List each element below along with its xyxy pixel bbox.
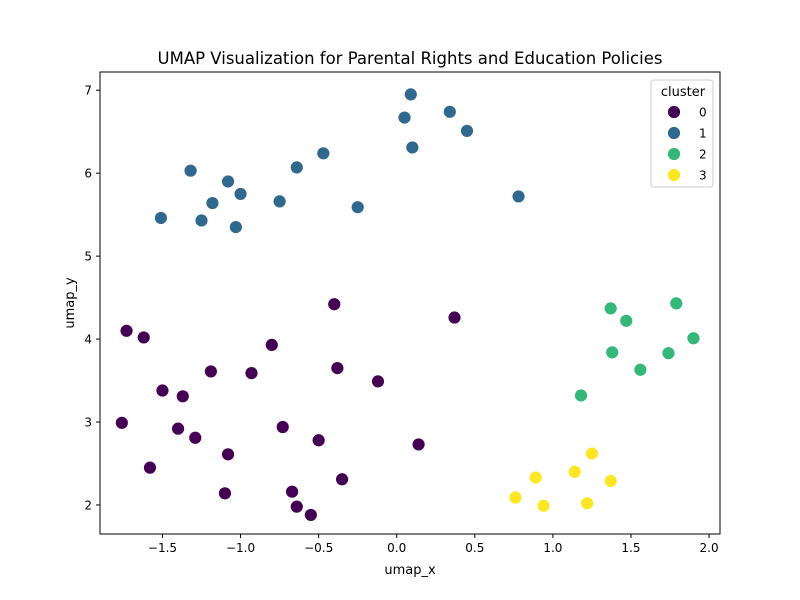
data-point-cluster-2 — [603, 301, 618, 316]
data-point-cluster-3 — [585, 446, 599, 461]
plot-area-frame — [99, 71, 721, 535]
x-tick-label: 0.0 — [387, 541, 406, 555]
data-point-cluster-1 — [403, 87, 418, 102]
legend-label-cluster-1: 1 — [699, 127, 707, 141]
data-point-cluster-0 — [171, 421, 185, 436]
data-point-cluster-0 — [155, 383, 170, 398]
y-tick-label: 7 — [84, 84, 92, 98]
data-point-cluster-2 — [661, 346, 676, 361]
data-point-cluster-2 — [633, 362, 648, 377]
data-point-cluster-0 — [114, 415, 129, 430]
data-point-cluster-0 — [447, 310, 462, 325]
data-point-cluster-1 — [272, 194, 287, 209]
data-point-cluster-1 — [183, 163, 198, 178]
x-tick-label: −1.0 — [226, 541, 255, 555]
data-point-cluster-0 — [244, 366, 259, 380]
legend-title: cluster — [661, 85, 706, 100]
legend-marker-cluster-1 — [667, 126, 681, 140]
data-point-cluster-1 — [460, 123, 474, 138]
x-tick-label: −0.5 — [304, 541, 333, 555]
data-point-cluster-1 — [154, 211, 168, 225]
y-tick-label: 6 — [84, 167, 92, 181]
data-point-cluster-1 — [511, 189, 526, 204]
data-point-cluster-0 — [311, 433, 326, 448]
x-tick-label: 1.0 — [543, 541, 562, 555]
x-axis-ticks: −1.5 −1.0 −0.5 0.0 0.5 1.0 1.5 2.0 — [148, 534, 719, 555]
data-point-cluster-2 — [686, 331, 701, 346]
legend-entries: 0 1 2 3 — [667, 105, 707, 183]
data-point-cluster-0 — [330, 361, 345, 376]
data-point-cluster-0 — [119, 323, 134, 338]
data-point-cluster-0 — [327, 297, 342, 312]
y-tick-label: 3 — [84, 416, 92, 430]
y-tick-label: 5 — [84, 250, 92, 264]
data-point-cluster-3 — [567, 464, 582, 479]
data-point-cluster-1 — [233, 187, 248, 201]
legend-box — [650, 79, 714, 188]
data-point-cluster-1 — [205, 196, 220, 210]
legend-label-cluster-3: 3 — [699, 169, 707, 183]
data-point-cluster-1 — [228, 220, 243, 235]
data-point-cluster-2 — [669, 296, 684, 311]
legend-label-cluster-0: 0 — [699, 106, 707, 120]
data-point-cluster-1 — [194, 213, 209, 228]
data-point-cluster-0 — [218, 486, 232, 501]
y-tick-label: 4 — [84, 333, 92, 347]
data-point-cluster-3 — [528, 470, 543, 485]
data-point-cluster-1 — [442, 104, 457, 119]
data-point-cluster-1 — [350, 200, 365, 215]
data-point-cluster-3 — [536, 498, 551, 513]
data-point-cluster-0 — [264, 337, 279, 352]
data-point-cluster-0 — [335, 472, 349, 487]
legend-marker-cluster-0 — [667, 105, 681, 119]
data-point-cluster-3 — [508, 490, 523, 505]
data-point-cluster-2 — [605, 345, 620, 360]
data-point-cluster-0 — [143, 460, 157, 475]
data-point-cluster-1 — [405, 140, 420, 155]
x-tick-label: 1.5 — [621, 541, 640, 555]
x-tick-label: −1.5 — [148, 541, 177, 555]
x-tick-label: 0.5 — [465, 541, 484, 555]
data-point-cluster-1 — [289, 160, 304, 175]
legend-label-cluster-2: 2 — [699, 148, 707, 162]
data-point-cluster-3 — [580, 496, 595, 511]
data-point-cluster-2 — [619, 313, 634, 328]
data-point-cluster-0 — [188, 430, 203, 445]
data-point-cluster-2 — [574, 388, 588, 403]
data-point-cluster-0 — [371, 374, 385, 389]
data-point-cluster-0 — [221, 447, 235, 462]
data-point-cluster-0 — [203, 364, 218, 379]
data-point-cluster-3 — [603, 474, 618, 488]
data-point-cluster-1 — [221, 174, 235, 189]
data-point-cluster-1 — [316, 146, 331, 161]
y-axis-label: umap_y — [63, 277, 78, 329]
data-point-cluster-0 — [285, 484, 299, 499]
data-point-cluster-0 — [275, 420, 290, 434]
legend-marker-cluster-3 — [667, 168, 681, 182]
x-axis-label: umap_x — [384, 563, 436, 578]
data-points — [114, 87, 701, 522]
chart-title: UMAP Visualization for Parental Rights a… — [158, 49, 663, 68]
data-point-cluster-1 — [397, 110, 412, 125]
legend: cluster 0 1 2 3 — [650, 79, 714, 188]
y-tick-label: 2 — [84, 498, 92, 512]
data-point-cluster-0 — [289, 499, 304, 514]
data-point-cluster-0 — [411, 437, 426, 452]
data-point-cluster-0 — [175, 389, 190, 404]
data-point-cluster-0 — [303, 508, 318, 522]
y-axis-ticks: 2 3 4 5 6 7 — [84, 84, 100, 512]
data-point-cluster-0 — [136, 330, 151, 345]
legend-marker-cluster-2 — [667, 147, 681, 161]
x-tick-label: 2.0 — [700, 541, 719, 555]
